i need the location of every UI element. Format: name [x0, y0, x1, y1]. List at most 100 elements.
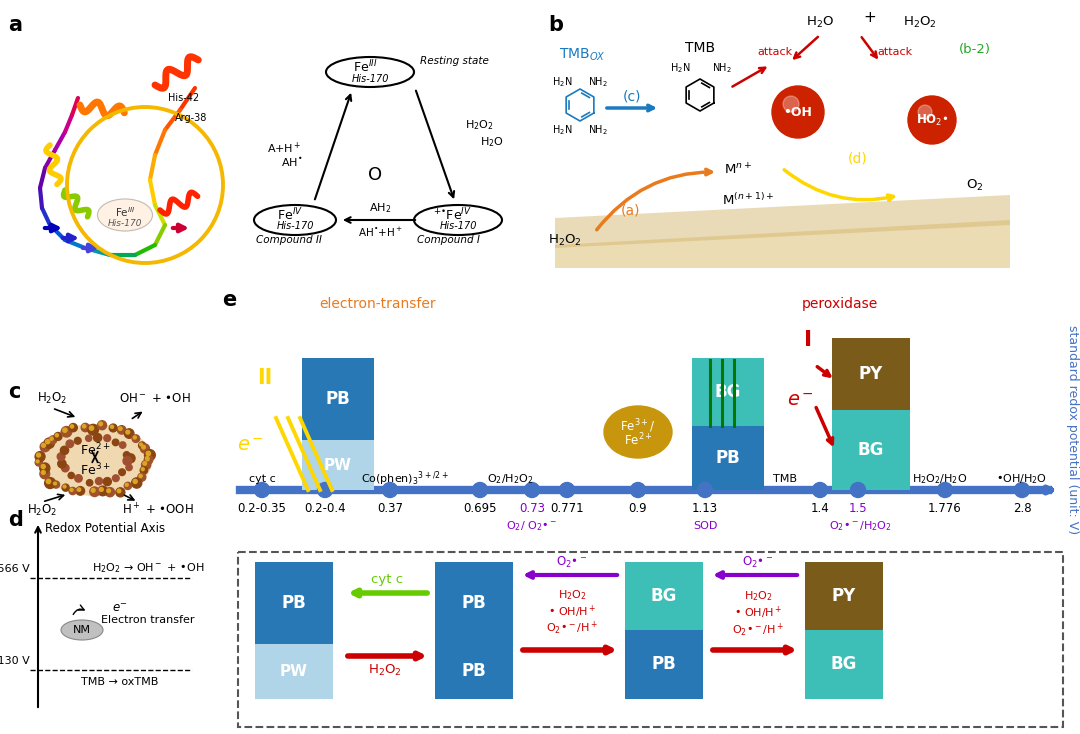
Circle shape [53, 481, 59, 488]
Text: O$_2$•$^-$/H$^+$: O$_2$•$^-$/H$^+$ [546, 619, 598, 636]
Circle shape [698, 482, 713, 498]
Text: • OH/H$^+$: • OH/H$^+$ [733, 605, 782, 621]
Circle shape [124, 429, 134, 438]
Circle shape [37, 460, 39, 463]
Text: 1.4: 1.4 [811, 503, 829, 515]
Circle shape [255, 482, 270, 498]
Text: Redox Potential Axis: Redox Potential Axis [45, 521, 165, 534]
Text: PB: PB [716, 449, 741, 467]
Circle shape [146, 457, 149, 460]
Circle shape [140, 467, 148, 474]
Text: 1.776: 1.776 [928, 503, 962, 515]
Text: H$_2$O$_2$: H$_2$O$_2$ [903, 15, 936, 29]
Text: PB: PB [461, 594, 486, 612]
Text: His-170: His-170 [351, 74, 389, 84]
Circle shape [62, 484, 69, 491]
Text: II: II [257, 368, 272, 388]
Circle shape [141, 460, 150, 469]
Ellipse shape [326, 57, 414, 87]
Circle shape [1014, 482, 1029, 498]
Text: O$_2$•$^-$: O$_2$•$^-$ [556, 554, 588, 570]
Text: O$_2$: O$_2$ [967, 178, 984, 192]
Circle shape [66, 440, 73, 448]
Text: • OH/H$^+$: • OH/H$^+$ [548, 604, 596, 620]
Circle shape [63, 485, 66, 488]
Circle shape [132, 435, 139, 443]
Text: 2.8: 2.8 [1013, 503, 1031, 515]
Circle shape [112, 439, 119, 446]
Bar [435, 644, 513, 699]
Text: Fe$^{2+}$: Fe$^{2+}$ [80, 442, 110, 458]
Text: +: + [864, 10, 876, 26]
Circle shape [143, 462, 147, 465]
Circle shape [146, 458, 149, 461]
Circle shape [69, 424, 78, 432]
Text: H$_2$O$_2$: H$_2$O$_2$ [557, 588, 586, 602]
Circle shape [50, 437, 53, 440]
Circle shape [37, 453, 41, 457]
Text: e$^-$: e$^-$ [237, 435, 264, 454]
Circle shape [81, 424, 90, 432]
Bar [832, 338, 910, 410]
Text: H$_2$O$_2$: H$_2$O$_2$ [465, 118, 494, 132]
Text: H$_2$O: H$_2$O [806, 15, 834, 29]
Circle shape [112, 475, 119, 482]
Text: A+H$^+$: A+H$^+$ [268, 140, 302, 156]
Circle shape [812, 482, 827, 498]
Text: b: b [548, 15, 563, 35]
Circle shape [90, 426, 94, 430]
Text: NM: NM [73, 625, 91, 635]
Circle shape [140, 444, 149, 453]
Bar [238, 552, 1063, 727]
Circle shape [851, 482, 865, 498]
Bar [302, 440, 374, 490]
Text: TMB: TMB [773, 474, 797, 484]
Text: H$_2$O$_2$: H$_2$O$_2$ [368, 663, 402, 677]
Text: PW: PW [280, 664, 308, 678]
Circle shape [525, 482, 540, 498]
Circle shape [62, 426, 71, 437]
Text: O: O [368, 166, 382, 184]
Circle shape [783, 96, 799, 112]
Text: 0.37: 0.37 [377, 503, 403, 515]
Ellipse shape [38, 424, 152, 496]
Text: PY: PY [832, 587, 856, 605]
Circle shape [382, 482, 397, 498]
Circle shape [119, 427, 122, 430]
Text: Fe$^{IV}$: Fe$^{IV}$ [276, 207, 303, 223]
Text: 0.695: 0.695 [463, 503, 497, 515]
Text: 0.2-0.4: 0.2-0.4 [305, 503, 346, 515]
Circle shape [85, 435, 92, 441]
Circle shape [98, 486, 108, 495]
Circle shape [55, 434, 58, 437]
Text: c: c [8, 382, 21, 402]
Text: PB: PB [651, 655, 676, 673]
Circle shape [139, 443, 143, 446]
Text: peroxidase: peroxidase [801, 297, 878, 311]
Text: O$_2$•$^-$/H$^+$: O$_2$•$^-$/H$^+$ [732, 622, 784, 639]
Text: O$_2$•$^-$: O$_2$•$^-$ [742, 554, 774, 570]
Text: attack: attack [877, 47, 913, 57]
Text: AH$^•$+H$^+$: AH$^•$+H$^+$ [357, 225, 403, 239]
Circle shape [559, 482, 575, 498]
Text: BG: BG [715, 383, 741, 401]
Text: O$_2$•$^-$/H$_2$O$_2$: O$_2$•$^-$/H$_2$O$_2$ [828, 519, 891, 533]
Circle shape [62, 465, 69, 472]
Circle shape [69, 487, 77, 495]
Text: Fe$^{2+}$: Fe$^{2+}$ [623, 432, 652, 448]
Circle shape [126, 454, 135, 463]
Bar [692, 426, 764, 490]
Circle shape [119, 469, 125, 476]
Text: 1.13: 1.13 [692, 503, 718, 515]
Circle shape [123, 451, 130, 458]
Circle shape [126, 430, 130, 434]
Circle shape [54, 482, 56, 485]
Circle shape [99, 487, 104, 491]
Text: O$_2$/ O$_2$•$^-$: O$_2$/ O$_2$•$^-$ [507, 519, 557, 533]
Text: 0.771: 0.771 [550, 503, 584, 515]
Circle shape [42, 443, 45, 447]
Circle shape [70, 489, 73, 491]
Circle shape [104, 435, 110, 442]
Circle shape [631, 482, 646, 498]
Circle shape [473, 482, 487, 498]
